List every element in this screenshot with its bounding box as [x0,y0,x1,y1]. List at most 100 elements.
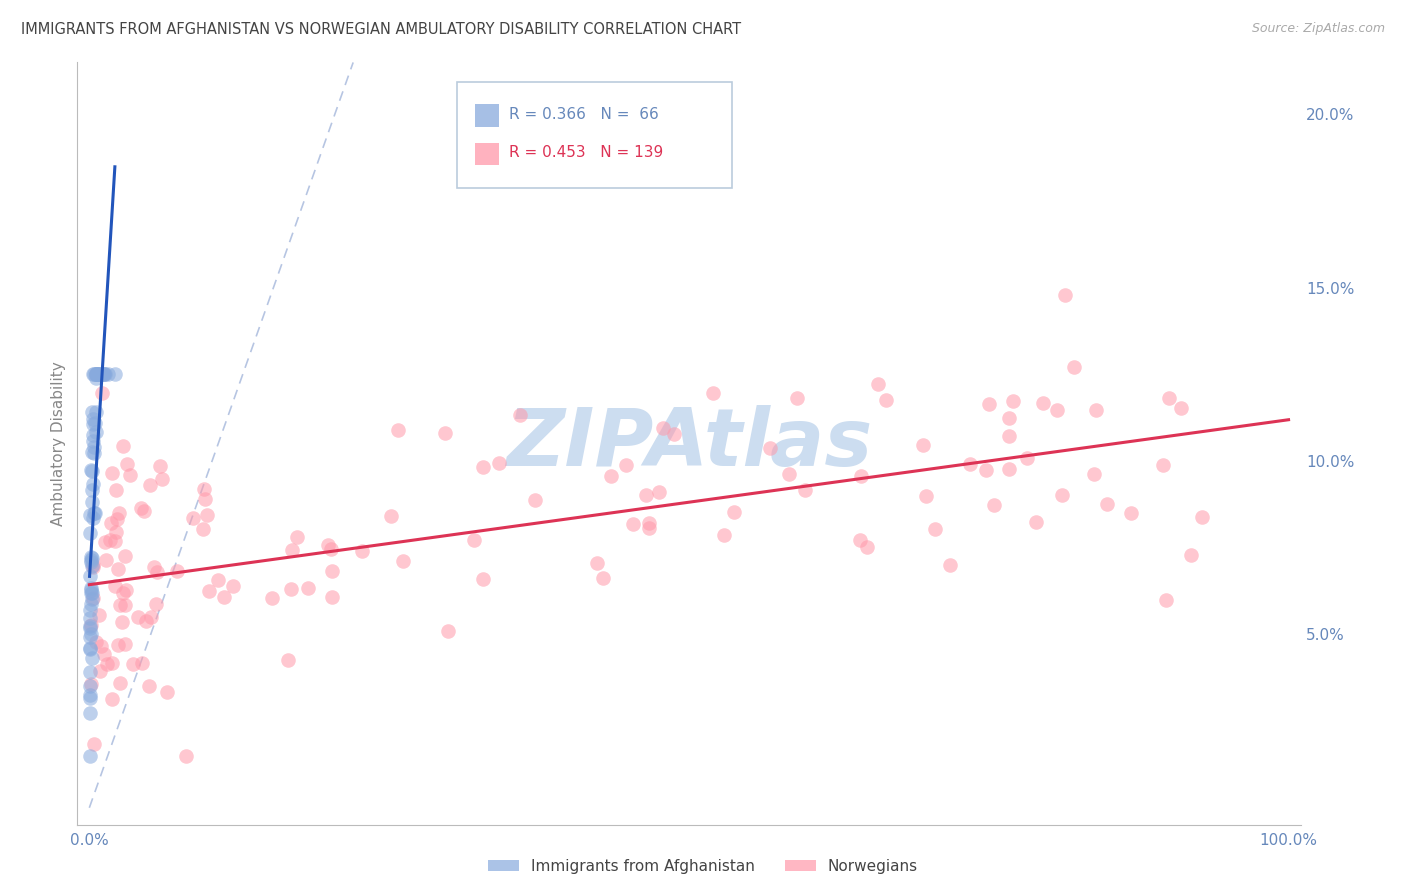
Point [94,534,117,549]
FancyBboxPatch shape [457,81,731,188]
Point [79,581,101,595]
Point [319,541,342,556]
Point [91,368,114,382]
Point [107,638,129,652]
Point [148,459,170,474]
Point [1084,403,1107,417]
Point [1063,359,1085,374]
Point [914,489,936,503]
Y-axis label: Ambulatory Disability: Ambulatory Disability [51,361,66,526]
Point [82,495,104,509]
Point [436,624,458,638]
Point [82,483,104,497]
Point [82,434,104,449]
Point [79,621,101,635]
Point [80,591,103,606]
Point [1053,288,1076,302]
Point [82,368,104,382]
Point [110,598,132,612]
Point [181,511,204,525]
Point [145,597,167,611]
Point [1002,394,1025,409]
Point [974,463,997,477]
Point [651,420,673,434]
Point [107,506,129,520]
Point [866,376,889,391]
Point [79,617,101,632]
Point [79,679,101,693]
Point [94,552,117,566]
Point [83,737,105,751]
Point [96,657,118,671]
Point [79,706,101,721]
Text: R = 0.453   N = 139: R = 0.453 N = 139 [509,145,664,160]
Point [83,440,105,454]
Point [191,522,214,536]
Point [79,619,101,633]
Point [1050,488,1073,502]
Point [82,511,104,525]
Point [471,460,494,475]
Point [1083,467,1105,482]
Point [194,491,217,506]
Point [198,584,221,599]
Point [80,463,103,477]
Point [316,538,339,552]
Point [979,397,1001,411]
Point [82,477,104,491]
Point [723,505,745,519]
Point [89,664,111,678]
Point [114,599,136,613]
Point [207,573,229,587]
Point [79,640,101,655]
Point [82,591,104,606]
Point [82,411,104,425]
Point [79,641,101,656]
Point [156,685,179,699]
Point [139,610,162,624]
Point [592,571,614,585]
Point [1032,395,1054,409]
Point [104,368,127,382]
Point [82,558,104,573]
Point [83,368,105,382]
Point [114,637,136,651]
Point [959,457,981,471]
Point [82,405,104,419]
Point [509,408,531,422]
Point [104,533,127,548]
Point [471,572,494,586]
Text: R = 0.366   N =  66: R = 0.366 N = 66 [509,107,659,122]
Point [86,425,108,439]
Point [79,603,101,617]
Point [80,549,103,564]
Point [80,553,103,567]
Point [380,509,402,524]
Point [702,385,724,400]
Point [80,585,103,599]
Point [662,426,685,441]
Point [849,533,872,547]
Point [93,368,115,382]
Point [1015,450,1038,465]
Point [82,428,104,442]
Point [138,679,160,693]
Point [998,461,1021,475]
Point [79,690,101,705]
Point [143,560,166,574]
Point [93,647,115,661]
Point [82,559,104,574]
Point [713,528,735,542]
Point [80,650,103,665]
Point [79,569,101,583]
Point [849,468,872,483]
Point [100,516,122,530]
Point [321,564,343,578]
Bar [475,104,499,128]
Point [1191,509,1213,524]
Point [80,558,103,573]
Point [166,564,188,578]
Point [523,492,546,507]
Point [87,368,110,382]
Point [87,608,110,623]
